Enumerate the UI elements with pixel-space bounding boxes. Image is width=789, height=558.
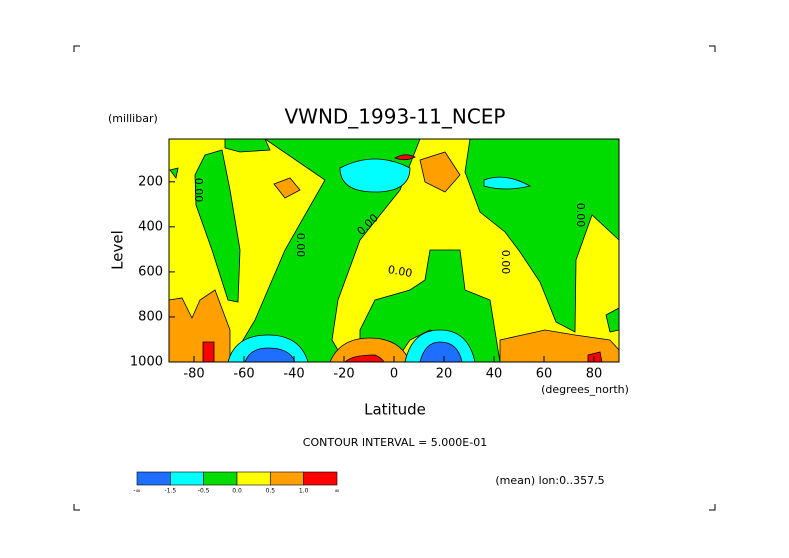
colorbar-box xyxy=(170,471,204,486)
y-tick-label: 800 xyxy=(138,309,163,324)
contour-region xyxy=(499,329,619,362)
contour-region xyxy=(394,154,416,161)
contour-region xyxy=(202,341,215,362)
contour-region xyxy=(605,307,619,333)
x-tick-label: 40 xyxy=(486,367,503,382)
y-tick-label: 400 xyxy=(138,219,163,234)
footer: (mean) lon:0..357.5 xyxy=(495,474,604,487)
contour-region xyxy=(419,151,461,193)
colorbar-label: -∞ xyxy=(133,488,140,495)
contour-region xyxy=(169,167,179,179)
y-units: (millibar) xyxy=(108,112,158,125)
contour-label: 0.00 xyxy=(192,178,205,203)
contour-region xyxy=(483,176,532,190)
colorbar-label: 0.0 xyxy=(232,488,242,495)
x-tick-label: -20 xyxy=(333,367,354,382)
contour-region xyxy=(329,337,411,362)
x-tick-label: 60 xyxy=(536,367,553,382)
colorbar-box xyxy=(303,471,338,486)
contour-label: 0.00 xyxy=(387,263,413,280)
corner-marks xyxy=(73,45,716,511)
colorbar-box xyxy=(136,471,171,486)
colorbar-box xyxy=(236,471,271,486)
x-tick-label: 20 xyxy=(436,367,453,382)
colorbar-label: -0.5 xyxy=(198,488,210,495)
contour-region xyxy=(587,351,603,362)
contour-region xyxy=(419,341,463,362)
colorbar-label: -1.5 xyxy=(164,488,176,495)
colorbar-label: 0.5 xyxy=(266,488,276,495)
contour-label: 0.00 xyxy=(294,233,307,258)
contour-region xyxy=(339,158,411,193)
contour-region xyxy=(344,354,385,362)
x-units: (degrees_north) xyxy=(541,383,629,396)
contour-regions: 0.000.000.000.00 0.000.00 xyxy=(169,139,619,362)
contour-region xyxy=(194,149,241,303)
y-axis-label: Level xyxy=(109,230,127,270)
x-tick-label: -80 xyxy=(183,367,204,382)
y-tick-label: 1000 xyxy=(130,355,163,370)
colorbar-box xyxy=(270,471,304,486)
contour-field: 0.000.000.000.00 0.000.00 xyxy=(168,138,620,363)
contour-region xyxy=(169,289,231,362)
x-tick-label: -40 xyxy=(283,367,304,382)
contour-label: 0.00 xyxy=(499,250,512,275)
contour-region xyxy=(273,177,301,199)
colorbar-label: ∞ xyxy=(335,488,340,495)
x-tick-label: -60 xyxy=(233,367,254,382)
x-axis-label: Latitude xyxy=(364,401,426,419)
colorbar-label: 1.0 xyxy=(299,488,309,495)
colorbar-box xyxy=(203,471,238,486)
y-tick-label: 600 xyxy=(138,264,163,279)
contour-region xyxy=(359,249,501,362)
x-tick-label: 0 xyxy=(390,367,398,382)
y-tick-label: 200 xyxy=(138,174,163,189)
annotation: CONTOUR INTERVAL = 5.000E-01 xyxy=(303,436,487,449)
chart-title: VWND_1993-11_NCEP xyxy=(284,105,505,129)
contour-region xyxy=(224,139,271,153)
x-tick-label: 80 xyxy=(586,367,603,382)
contour-label: 0.00 xyxy=(574,203,587,228)
contour-region xyxy=(244,347,296,362)
